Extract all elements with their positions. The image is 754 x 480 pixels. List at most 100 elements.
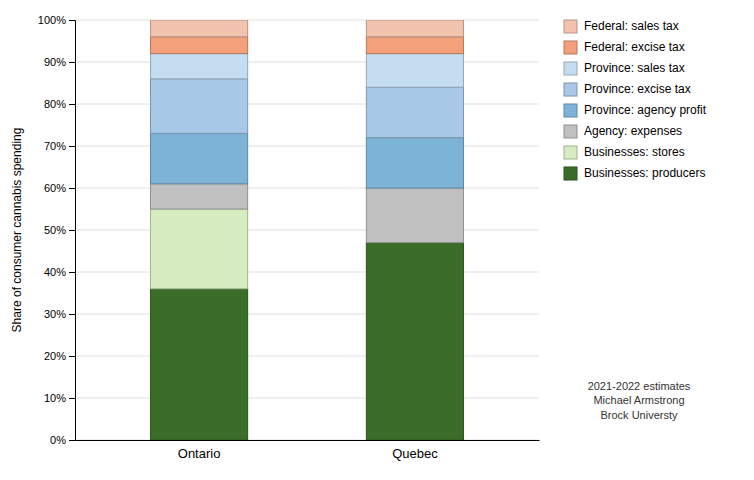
series: [151, 209, 248, 289]
legend-label: Agency: expenses: [584, 124, 682, 138]
tick: 50%: [44, 224, 75, 236]
bar-segment: [366, 37, 463, 54]
legend-item: Federal: excise tax: [564, 40, 685, 54]
series: [151, 37, 464, 54]
axis-line: [76, 440, 540, 441]
tick: 100%: [38, 14, 75, 26]
tick-label: 60%: [44, 182, 66, 194]
legend-item: Province: excise tax: [564, 82, 691, 96]
tick-label: 50%: [44, 224, 66, 236]
series: [151, 54, 464, 88]
tick: 10%: [44, 392, 75, 404]
annotation-line: 2021-2022 estimates: [588, 380, 691, 392]
grid: [75, 20, 539, 440]
grid-line: [75, 272, 539, 273]
tick-label: 30%: [44, 308, 66, 320]
tick-label: 0%: [50, 434, 66, 446]
tick: 80%: [44, 98, 75, 110]
legend-label: Province: excise tax: [584, 82, 691, 96]
tick-label: 80%: [44, 98, 66, 110]
tick: Quebec: [392, 446, 438, 461]
grid-line: [75, 188, 539, 189]
tick: 30%: [44, 308, 75, 320]
bar-segment: [366, 138, 463, 188]
grid-line: [75, 314, 539, 315]
legend-label: Businesses: stores: [584, 145, 685, 159]
tick-mark: [69, 230, 75, 231]
bar-segment: [151, 133, 248, 183]
tick: 0%: [50, 434, 75, 446]
bar-segment: [151, 20, 248, 37]
legend-item: Businesses: stores: [564, 145, 685, 159]
plot: 0% 10% 20% 30% 40% 50% 60% 70% 80% 90% 100% Ontario…: [38, 14, 540, 461]
grid-line: [75, 230, 539, 231]
y-axis: 0% 10% 20% 30% 40% 50% 60% 70% 80% 90% 100%: [38, 14, 76, 446]
grid-line: [75, 146, 539, 147]
series: [151, 20, 464, 37]
tick-mark: [69, 440, 75, 441]
axis-title: Share of consumer cannabis spending: [10, 128, 24, 333]
tick-mark: [69, 146, 75, 147]
series: [151, 133, 464, 188]
tick-mark: [69, 398, 75, 399]
grid-line: [75, 440, 539, 441]
tick-mark: [69, 356, 75, 357]
annotation-line: Michael Armstrong: [593, 394, 684, 406]
tick-label: 10%: [44, 392, 66, 404]
legend-swatch: [564, 167, 577, 180]
tick-label: 70%: [44, 140, 66, 152]
legend-label: Businesses: producers: [584, 166, 705, 180]
bar-segment: [151, 79, 248, 134]
tick-label: Ontario: [178, 446, 221, 461]
grid-line: [75, 20, 539, 21]
tick-label: Quebec: [392, 446, 438, 461]
x-axis: Ontario Quebec: [76, 441, 540, 462]
bars: [151, 20, 464, 440]
grid-line: [75, 356, 539, 357]
tick-label: 40%: [44, 266, 66, 278]
legend-item: Province: sales tax: [564, 61, 685, 75]
legend-label: Federal: sales tax: [584, 19, 679, 33]
legend-item: Agency: expenses: [564, 124, 682, 138]
grid-line: [75, 398, 539, 399]
bar-segment: [366, 243, 463, 440]
legend-label: Province: agency profit: [584, 103, 707, 117]
legend-swatch: [564, 104, 577, 117]
legend-swatch: [564, 41, 577, 54]
tick: Ontario: [178, 446, 221, 461]
tick-mark: [69, 188, 75, 189]
legend-swatch: [564, 62, 577, 75]
bar-segment: [366, 20, 463, 37]
tick: 90%: [44, 56, 75, 68]
legend-label: Federal: excise tax: [584, 40, 685, 54]
legend-item: Province: agency profit: [564, 103, 707, 117]
grid-line: [75, 62, 539, 63]
legend-item: Businesses: producers: [564, 166, 705, 180]
legend-label: Province: sales tax: [584, 61, 685, 75]
tick-label: 20%: [44, 350, 66, 362]
bar-segment: [151, 209, 248, 289]
axis-line: [69, 21, 76, 441]
legend-swatch: [564, 125, 577, 138]
annotation: 2021-2022 estimates Michael Armstrong Broc…: [588, 380, 691, 421]
series: [151, 184, 464, 243]
tick: 20%: [44, 350, 75, 362]
tick-mark: [69, 62, 75, 63]
bar-segment: [151, 184, 248, 209]
grid-line: [75, 104, 539, 105]
bar-segment: [151, 54, 248, 79]
tick: 40%: [44, 266, 75, 278]
legend-swatch: [564, 146, 577, 159]
bar-segment: [151, 289, 248, 440]
tick-mark: [69, 314, 75, 315]
tick-label: 100%: [38, 14, 66, 26]
legend: Federal: sales tax Federal: excise tax Pro…: [564, 19, 707, 180]
tick-mark: [69, 272, 75, 273]
legend-swatch: [564, 20, 577, 33]
annotation-line: Brock Universty: [600, 409, 678, 421]
legend-swatch: [564, 83, 577, 96]
tick-mark: [69, 20, 75, 21]
tick: 70%: [44, 140, 75, 152]
chart: 0% 10% 20% 30% 40% 50% 60% 70% 80% 90% 100% Ontario…: [0, 0, 754, 480]
tick: 60%: [44, 182, 75, 194]
